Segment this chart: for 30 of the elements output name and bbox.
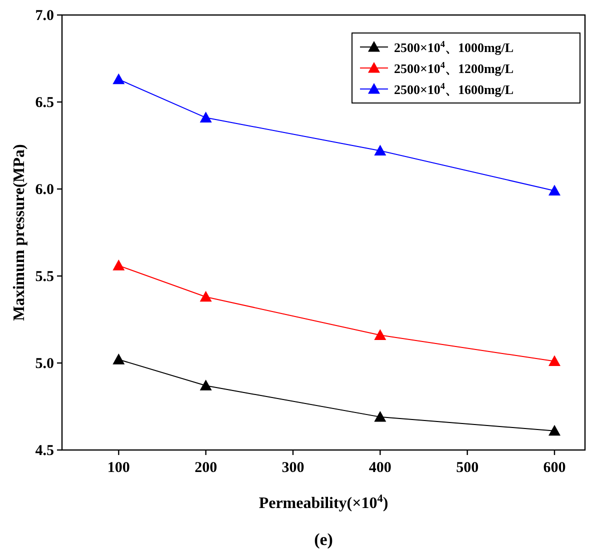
- point: [374, 144, 386, 156]
- point: [374, 329, 386, 340]
- point: [112, 354, 125, 364]
- x-tick-label: 200: [194, 460, 218, 476]
- point: [548, 184, 560, 196]
- text: (e): [314, 530, 333, 549]
- point: [548, 424, 560, 436]
- point: [112, 73, 125, 84]
- y-tick-label: 4.5: [35, 443, 54, 459]
- y-axis-title: Maximum pressure(MPa): [11, 144, 28, 321]
- x-tick-label: 600: [543, 460, 566, 476]
- point: [200, 380, 212, 390]
- y-tick-label: 5.5: [35, 269, 54, 285]
- point: [548, 355, 560, 366]
- x-tick-label: 100: [107, 460, 130, 476]
- x-tick-label: 400: [368, 460, 392, 476]
- point: [200, 290, 212, 302]
- x-tick-label: 300: [282, 460, 304, 476]
- x-axis-title: Permeability(×10$^{4}$): [258, 493, 388, 512]
- point: [112, 260, 125, 270]
- legend-label: 2500×10$^{4}$、1200mg/L: [394, 60, 514, 76]
- x-tick-label: 500: [456, 460, 479, 476]
- y-tick-label: 6.5: [35, 95, 54, 111]
- y-tick-label: 6.0: [35, 182, 54, 198]
- legend-label: 2500×10$^{4}$、1600mg/L: [394, 81, 514, 97]
- legend-label: 2500×10$^{4}$、1000mg/L: [394, 39, 514, 55]
- point: [200, 112, 212, 122]
- point: [374, 410, 386, 422]
- y-tick-label: 5.0: [35, 356, 54, 372]
- y-tick-label: 7.0: [35, 8, 54, 24]
